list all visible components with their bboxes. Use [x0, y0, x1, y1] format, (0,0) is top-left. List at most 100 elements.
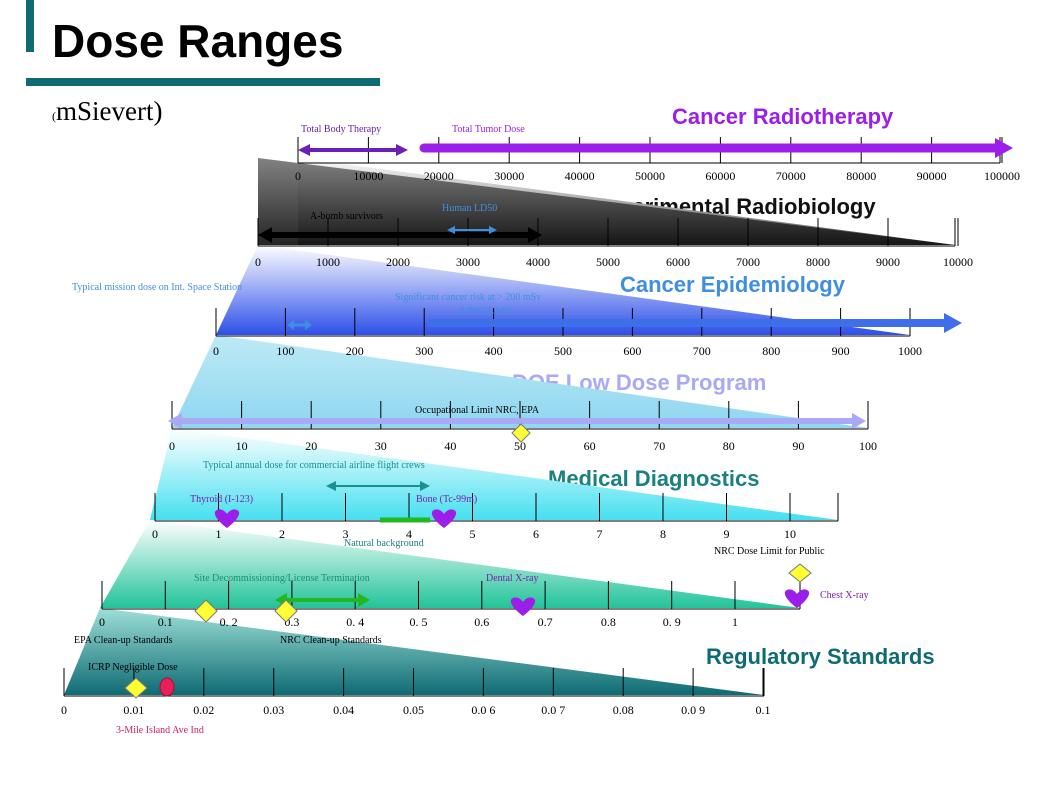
epa-cleanup-diamond	[194, 599, 218, 623]
tick-label-cancer_radiotherapy: 80000	[846, 169, 876, 183]
annotation-iss-mission-dose: Typical mission dose on Int. Space Stati…	[72, 282, 242, 293]
tick-label-regulatory_standards: 0	[61, 703, 67, 717]
tick-label-regulatory_standards: 0.08	[613, 703, 634, 717]
total-body-therapy-arrowhead-right	[396, 144, 408, 156]
tick-label-cancer_epidemiology: 400	[485, 344, 503, 358]
nrc-public-limit-diamond	[788, 563, 812, 583]
tick-label-site_decommissioning: 0. 2	[220, 615, 238, 629]
tick-label-cancer_radiotherapy: 90000	[917, 169, 947, 183]
tick-label-experimental_radiobiology: 4000	[526, 255, 550, 269]
low-dose-arrowhead-right	[852, 413, 866, 429]
section-title-cancer-epidemiology: Cancer Epidemiology	[620, 272, 845, 297]
tick-label-regulatory_standards: 0.02	[193, 703, 214, 717]
tick-label-regulatory_standards: 0.04	[333, 703, 354, 717]
tick-label-doe_low_dose: 100	[859, 439, 877, 453]
tick-label-site_decommissioning: 0	[99, 615, 105, 629]
title-accent-vertical	[26, 0, 34, 52]
tick-label-doe_low_dose: 90	[792, 439, 804, 453]
tick-label-cancer_epidemiology: 300	[415, 344, 433, 358]
tick-label-experimental_radiobiology: 10000	[943, 255, 973, 269]
tick-label-regulatory_standards: 0.0 6	[471, 703, 495, 717]
tick-label-cancer_radiotherapy: 70000	[776, 169, 806, 183]
tick-label-doe_low_dose: 20	[305, 439, 317, 453]
tick-label-cancer_radiotherapy: 40000	[565, 169, 595, 183]
significant-cancer-risk-arrowhead	[944, 313, 962, 333]
tick-label-medical_diagnostics: 0	[152, 527, 158, 541]
tick-label-doe_low_dose: 70	[653, 439, 665, 453]
tick-label-doe_low_dose: 30	[375, 439, 387, 453]
annotation-nrc-public-limit: NRC Dose Limit for Public	[714, 546, 825, 557]
tick-label-experimental_radiobiology: 6000	[666, 255, 690, 269]
wedge-experimental-radiobiology	[258, 158, 955, 245]
tick-label-cancer_radiotherapy: 50000	[635, 169, 665, 183]
tick-label-medical_diagnostics: 4	[406, 527, 412, 541]
tick-label-cancer_radiotherapy: 30000	[494, 169, 524, 183]
wedge-site-decommissioning	[100, 520, 800, 608]
unit-text: mSievert)	[56, 96, 163, 126]
tick-label-cancer_radiotherapy: 100000	[984, 169, 1020, 183]
tick-label-cancer_epidemiology: 700	[693, 344, 711, 358]
tick-label-experimental_radiobiology: 7000	[736, 255, 760, 269]
tick-label-regulatory_standards: 0.01	[123, 703, 144, 717]
human-ld50-arrowhead-left	[447, 226, 455, 234]
occupational-limit-diamond	[511, 423, 531, 443]
tick-label-cancer_radiotherapy: 10000	[353, 169, 383, 183]
title-underline	[26, 78, 380, 86]
nrc-cleanup-arrowhead-right	[358, 593, 370, 607]
tick-label-medical_diagnostics: 6	[533, 527, 539, 541]
bone-heart-marker	[431, 509, 457, 528]
airline-arrowhead-left	[326, 481, 336, 491]
thyroid-heart-marker	[214, 509, 240, 528]
annotation-significant-cancer-risk: Significant cancer risk at > 200 mSv	[395, 292, 541, 303]
tick-label-doe_low_dose: 0	[169, 439, 175, 453]
annotation-epa-cleanup: EPA Clean-up Standards	[74, 635, 173, 646]
annotation-a-bomb-survivors: A-bomb survivors	[310, 211, 383, 222]
annotation-human-ld50: Human LD50	[442, 203, 497, 214]
tick-label-cancer_radiotherapy: 60000	[705, 169, 735, 183]
tick-label-cancer_epidemiology: 600	[623, 344, 641, 358]
tick-label-cancer_epidemiology: 1000	[898, 344, 922, 358]
nrc-cleanup-diamond	[274, 599, 298, 623]
tick-label-doe_low_dose: 80	[723, 439, 735, 453]
tick-label-experimental_radiobiology: 8000	[806, 255, 830, 269]
page-title: Dose Ranges	[52, 15, 344, 67]
dental-xray-heart-marker	[510, 597, 536, 616]
tick-label-experimental_radiobiology: 9000	[876, 255, 900, 269]
section-title-regulatory-standards: Regulatory Standards	[706, 644, 935, 669]
wedge-medical-diagnostics	[150, 428, 838, 520]
a-bomb-arrowhead-right	[528, 227, 542, 243]
tick-label-doe_low_dose: 10	[236, 439, 248, 453]
total-tumor-dose-arrowhead	[995, 138, 1013, 158]
annotation-thyroid: Thyroid (I-123)	[190, 494, 253, 505]
annotation-icrp-negligible: ICRP Negligible Dose	[88, 662, 178, 673]
tick-label-doe_low_dose: 60	[584, 439, 596, 453]
tick-label-cancer_epidemiology: 200	[346, 344, 364, 358]
tick-label-site_decommissioning: 0. 4	[346, 615, 364, 629]
tick-label-cancer_epidemiology: 0	[213, 344, 219, 358]
section-title-cancer-radiotherapy: Cancer Radiotherapy	[672, 104, 894, 129]
icrp-negligible-diamond	[124, 677, 148, 699]
tick-label-medical_diagnostics: 10	[784, 527, 796, 541]
tick-label-experimental_radiobiology: 1000	[316, 255, 340, 269]
tick-label-cancer_radiotherapy: 20000	[424, 169, 454, 183]
tick-label-regulatory_standards: 0.05	[403, 703, 424, 717]
annotation-airline-crews: Typical annual dose for commercial airli…	[203, 460, 425, 471]
tick-label-site_decommissioning: 0.7	[538, 615, 553, 629]
annotation-nrc-cleanup: NRC Clean-up Standards	[280, 635, 382, 646]
annotation-bone: Bone (Tc-99m)	[416, 494, 477, 505]
tick-label-experimental_radiobiology: 2000	[386, 255, 410, 269]
tick-label-site_decommissioning: 1	[732, 615, 738, 629]
a-bomb-arrowhead-left	[258, 227, 272, 243]
annotation-site-decommissioning: Site Decommissioning/License Termination	[194, 573, 370, 584]
three-mile-island-marker	[159, 677, 175, 697]
tick-label-experimental_radiobiology: 5000	[596, 255, 620, 269]
tick-label-cancer_epidemiology: 500	[554, 344, 572, 358]
tick-label-site_decommissioning: 0.1	[158, 615, 173, 629]
tick-label-regulatory_standards: 0.0 7	[541, 703, 565, 717]
total-body-therapy-arrowhead-left	[298, 144, 310, 156]
iss-arrowhead-left	[287, 320, 294, 330]
tick-label-regulatory_standards: 0.0 9	[681, 703, 705, 717]
tick-label-cancer_epidemiology: 800	[762, 344, 780, 358]
annotation-occupational-limit: Occupational Limit NRC, EPA	[415, 405, 540, 416]
